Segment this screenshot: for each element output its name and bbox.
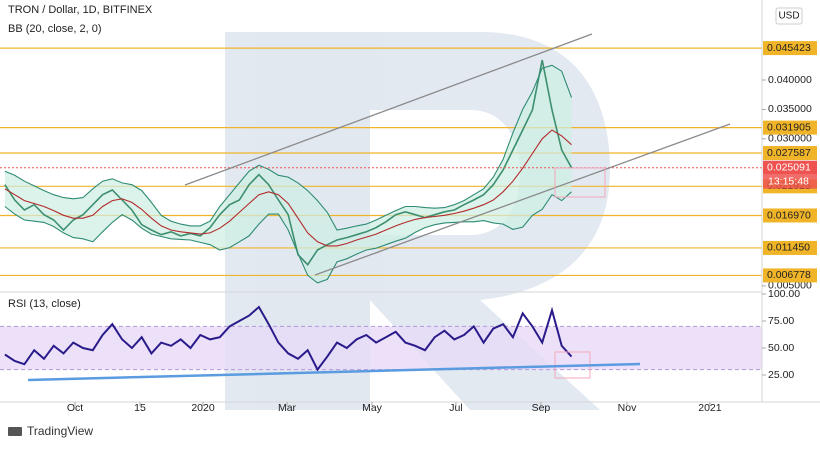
brand: TradingView	[27, 424, 93, 438]
indicator-label: BB (20, close, 2, 0)	[8, 23, 102, 35]
level-label-box	[763, 41, 817, 56]
rsi-title: RSI (13, close)	[8, 298, 81, 310]
level-label: 0.011450	[767, 242, 810, 254]
level-label-box	[763, 208, 817, 223]
rsi-band	[0, 326, 762, 370]
x-tick-label: 2021	[698, 402, 722, 414]
level-label-box	[763, 268, 817, 283]
bb-line	[4, 191, 572, 284]
logo: TradingView	[8, 424, 93, 438]
bb-line	[4, 129, 572, 247]
x-tick-label: Nov	[618, 402, 637, 414]
y-tick-label: 0.030000	[768, 133, 812, 145]
currency-box[interactable]	[775, 7, 803, 25]
price-line	[4, 59, 573, 266]
bb-fill	[4, 65, 572, 283]
level-label-box	[763, 146, 817, 161]
level-label: 0.006778	[767, 269, 811, 281]
x-tick-label: Oct	[67, 402, 83, 414]
level-label-box	[763, 120, 817, 135]
level-label: 0.031905	[767, 121, 811, 133]
level-label: 0.027587	[767, 147, 811, 159]
highlight-box	[554, 167, 606, 198]
level-label: 0.045423	[767, 42, 811, 54]
currency[interactable]: USD	[778, 11, 799, 22]
x-tick-label: 2020	[191, 402, 215, 414]
current-price-box	[763, 160, 817, 175]
y-tick-label: 100.00	[768, 288, 800, 300]
chart-title: TRON / Dollar, 1D, BITFINEX	[8, 4, 153, 16]
y-tick-label: 0.005000	[768, 280, 812, 292]
y-tick-label: 75.00	[768, 315, 794, 327]
level-label: 0.016970	[767, 209, 811, 221]
y-tick-label: 50.00	[768, 342, 794, 354]
x-tick-label: Sep	[532, 402, 551, 414]
y-tick-label: 0.035000	[768, 103, 812, 115]
x-tick-label: Jul	[449, 402, 462, 414]
rsi-trendline	[27, 362, 641, 382]
countdown-box	[763, 174, 817, 189]
level-label-box	[763, 240, 817, 255]
x-tick-label: 15	[134, 402, 146, 414]
channel-line	[184, 33, 593, 186]
y-tick-label: 0.040000	[768, 74, 812, 86]
y-tick-label: 25.00	[768, 369, 794, 381]
current-price-label: 0.025091	[767, 161, 811, 173]
x-tick-label: May	[362, 402, 383, 414]
x-tick-label: Mar	[278, 402, 297, 414]
countdown: 13:15:48	[768, 175, 809, 187]
rsi-line	[4, 305, 573, 372]
bb-line	[4, 64, 573, 231]
channel-line	[314, 123, 731, 276]
